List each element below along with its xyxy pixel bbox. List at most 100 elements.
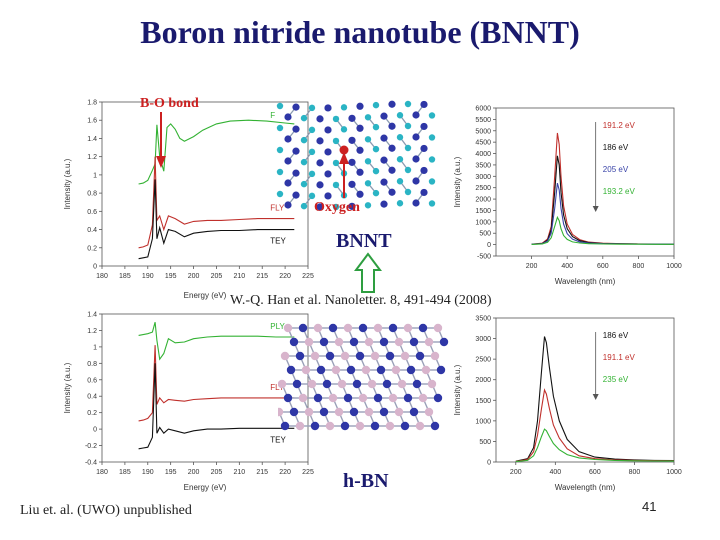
x-tick-label: 190: [142, 469, 154, 476]
nitrogen-atom: [340, 421, 350, 431]
nitrogen-atom: [352, 379, 362, 389]
boron-atom: [328, 393, 338, 403]
nitrogen-atom: [388, 323, 398, 333]
hbn-molecule-svg: [278, 323, 449, 431]
boron-atom: [332, 115, 340, 123]
boron-atom: [300, 114, 308, 122]
boron-atom: [428, 112, 436, 119]
boron-atom: [404, 188, 412, 196]
x-tick-label: 195: [165, 469, 177, 476]
boron-atom: [278, 407, 284, 417]
boron-atom: [300, 202, 308, 210]
y-tick-label: 1.4: [87, 312, 97, 319]
nitrogen-atom: [420, 100, 428, 109]
nitrogen-atom: [280, 421, 290, 431]
boron-atom: [332, 137, 340, 145]
series-line-fly: [138, 156, 295, 249]
boron-atom: [334, 337, 344, 347]
boron-atom: [364, 202, 372, 209]
nitrogen-atom: [376, 365, 386, 375]
nitrogen-atom: [382, 379, 392, 389]
boron-atom: [404, 144, 412, 152]
nitrogen-atom: [319, 407, 329, 417]
hbn-molecule-model: [278, 318, 458, 440]
y-tick-label: 5000: [475, 128, 491, 135]
nitrogen-atom: [380, 112, 388, 120]
hbn-to-bnnt-arrow: [354, 252, 382, 293]
nitrogen-atom: [356, 102, 364, 110]
nitrogen-atom: [400, 421, 410, 431]
x-tick-label: 210: [233, 273, 245, 280]
boron-atom: [372, 123, 380, 131]
boron-atom: [295, 421, 305, 431]
boron-atom: [364, 337, 374, 347]
nitrogen-atom: [385, 351, 395, 361]
series-label: TEY: [270, 237, 286, 246]
series-label: FLY: [270, 383, 285, 392]
x-axis-label: Wavelength (nm): [555, 277, 616, 286]
boron-atom: [394, 407, 404, 417]
boron-atom: [340, 126, 348, 133]
nitrogen-atom: [348, 114, 356, 122]
series-line-tey: [138, 179, 295, 260]
nitrogen-atom: [348, 158, 356, 166]
y-tick-label: 1.4: [87, 136, 97, 143]
boron-atom: [430, 351, 440, 361]
y-tick-label: 5500: [475, 117, 491, 124]
y-tick-label: 1.2: [87, 328, 97, 335]
xanes-hbn-svg: 180 185 190 195 200 205 210 215 220 225 -0.4 -0.2 0 0…: [63, 312, 314, 493]
y-tick-label: 2500: [475, 357, 491, 364]
boron-atom: [372, 145, 380, 153]
xeol-hbn-chart: 200 400 600 800 1000 0 500 1000 1500 2000 2500 3000…: [450, 312, 682, 498]
legend-arrow-head: [592, 394, 599, 400]
nitrogen-atom: [412, 379, 422, 389]
boron-atom: [373, 323, 383, 333]
x-tick-label: 180: [96, 469, 108, 476]
nitrogen-atom: [310, 421, 320, 431]
boron-atom: [304, 407, 314, 417]
bo-bond-label: B-O bond: [140, 96, 199, 111]
legend-entry: 191.2 eV: [603, 121, 636, 130]
boron-atom: [404, 122, 412, 130]
y-tick-label: 1: [93, 172, 97, 179]
boron-atom: [428, 178, 436, 185]
x-axis-label: Wavelength (nm): [555, 483, 616, 492]
nitrogen-atom: [283, 393, 293, 403]
nitrogen-atom: [328, 323, 338, 333]
x-tick-label: 210: [233, 469, 245, 476]
x-axis-label: Energy (eV): [184, 291, 227, 300]
x-tick-label: 215: [256, 273, 268, 280]
y-tick-label: 6000: [475, 106, 491, 113]
boron-atom: [304, 337, 314, 347]
nitrogen-atom: [355, 351, 365, 361]
nitrogen-atom: [356, 168, 364, 176]
nitrogen-atom: [356, 146, 364, 154]
hbn-label: h-BN: [343, 470, 389, 492]
oxygen-atom: [339, 145, 349, 155]
x-tick-label: 600: [597, 263, 609, 270]
nitrogen-atom: [379, 337, 389, 347]
boron-atom: [280, 351, 290, 361]
boron-atom: [276, 102, 284, 110]
nitrogen-atom: [284, 179, 292, 187]
nitrogen-atom: [436, 365, 446, 375]
nitrogen-atom: [403, 393, 413, 403]
boron-atom: [372, 101, 380, 109]
boron-atom: [276, 190, 284, 198]
nitrogen-atom: [418, 323, 428, 333]
nitrogen-atom: [292, 103, 300, 111]
boron-atom: [394, 337, 404, 347]
nitrogen-atom: [316, 203, 324, 211]
boron-atom: [276, 124, 284, 132]
legend-entry: 205 eV: [603, 165, 629, 174]
nitrogen-atom: [430, 421, 440, 431]
boron-atom: [308, 126, 316, 134]
nitrogen-atom: [356, 124, 364, 132]
nitrogen-atom: [324, 148, 332, 156]
boron-atom: [367, 379, 377, 389]
slide-number: 41: [642, 499, 657, 514]
citation: W.-Q. Han et al. Nanoletter. 8, 491-494 …: [230, 293, 492, 308]
nitrogen-atom: [346, 365, 356, 375]
nitrogen-atom: [348, 180, 356, 188]
y-tick-label: 3000: [475, 174, 491, 181]
